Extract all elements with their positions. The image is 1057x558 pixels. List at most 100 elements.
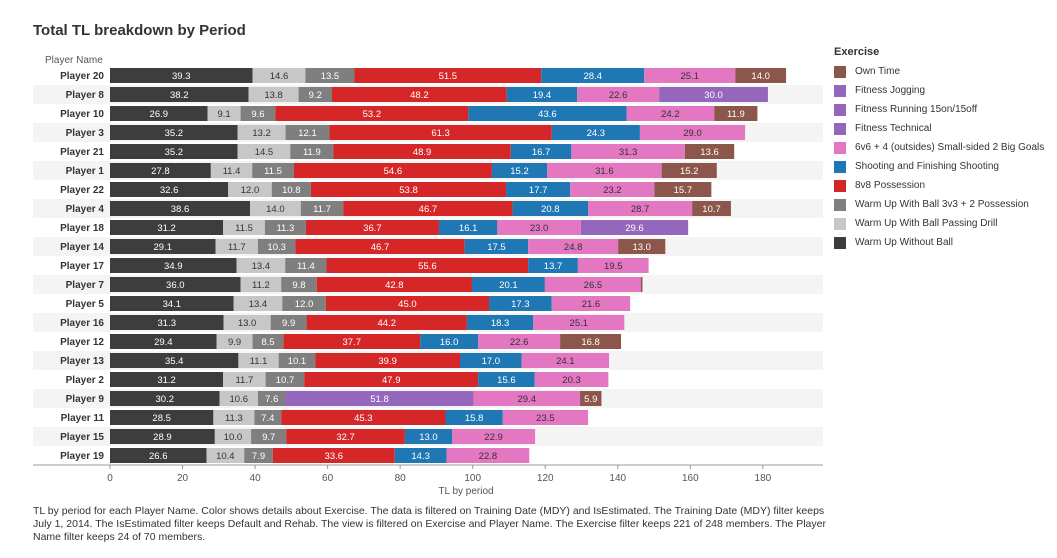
bar-segment-warm-up-with-ball-passing-drill (238, 353, 279, 368)
bar-segment-shooting-and-finishing-shooting (512, 201, 589, 216)
legend-swatch (834, 141, 846, 154)
bar-segment-6v6-4-outsides-small-sided-2-big-goals (502, 410, 589, 425)
data-label: 36.7 (363, 223, 382, 234)
legend-items: Own Time Fitness Jogging Fitness Running 1… (834, 62, 1054, 252)
bar-segment-8v8-possession (333, 144, 511, 159)
data-label: 29.0 (683, 128, 702, 139)
bar-segment-warm-up-without-ball (110, 182, 229, 197)
legend-label: Fitness Technical (855, 123, 932, 134)
bar-segment-8v8-possession (304, 372, 479, 387)
bar-segment-shooting-and-finishing-shooting (506, 87, 578, 102)
data-label: 28.9 (153, 432, 172, 443)
bar-segment-warm-up-with-ball-3v3-2-possession (298, 87, 332, 102)
bar-segment-warm-up-with-ball-3v3-2-possession (257, 239, 296, 254)
data-label: 29.6 (625, 223, 644, 234)
data-label: 9.1 (217, 109, 230, 120)
bar-segment-warm-up-with-ball-passing-drill (237, 144, 291, 159)
data-label: 29.4 (517, 394, 536, 405)
y-tick-label: Player 22 (60, 185, 104, 196)
bar-segment-shooting-and-finishing-shooting (420, 334, 479, 349)
bar-segment-8v8-possession (272, 448, 395, 463)
data-label: 7.6 (265, 394, 278, 405)
bar-segment-warm-up-without-ball (110, 144, 238, 159)
bar-segment-6v6-4-outsides-small-sided-2-big-goals (626, 106, 715, 121)
data-label: 31.2 (157, 375, 176, 386)
bar-segment-8v8-possession (354, 68, 542, 83)
bar-row-player-13: Player 13 35.4 11.1 10.1 39.9 17.0 24.1 (33, 351, 823, 370)
bar-segment-8v8-possession (315, 353, 461, 368)
data-label: 28.5 (152, 413, 171, 424)
x-axis-title: TL by period (438, 486, 493, 497)
data-label: 23.5 (536, 413, 555, 424)
bar-segment-own-time (618, 239, 666, 254)
bar-segment-warm-up-without-ball (110, 68, 253, 83)
data-label: 37.7 (342, 337, 361, 348)
bar-segment-warm-up-with-ball-3v3-2-possession (278, 353, 316, 368)
bar-segment-shooting-and-finishing-shooting (489, 296, 552, 311)
legend-item-fitness-technical[interactable]: Fitness Technical (834, 119, 1054, 138)
data-label: 8.5 (261, 337, 274, 348)
bar-segment-warm-up-without-ball (110, 87, 249, 102)
data-label: 13.5 (321, 71, 340, 82)
y-tick-label: Player 3 (66, 128, 105, 139)
legend-item-fitness-running-15on-15off[interactable]: Fitness Running 15on/15off (834, 100, 1054, 119)
bar-segment-8v8-possession (305, 220, 439, 235)
bar-segment-shooting-and-finishing-shooting (460, 353, 522, 368)
data-label: 11.5 (235, 223, 253, 234)
bar-segment-own-time (580, 391, 602, 406)
legend-item-warm-up-with-ball-passing-drill[interactable]: Warm Up With Ball Passing Drill (834, 214, 1054, 233)
data-label: 53.8 (399, 185, 418, 196)
legend-item-own-time[interactable]: Own Time (834, 62, 1054, 81)
legend: Exercise Own Time Fitness Jogging Fitness … (834, 46, 1054, 252)
bar-segment-fitness-jogging (285, 391, 474, 406)
data-label: 12.0 (241, 185, 260, 196)
bar-segment-6v6-4-outsides-small-sided-2-big-goals (528, 239, 619, 254)
bar-row-player-17: Player 17 34.9 13.4 11.4 55.6 13.7 19.5 (60, 258, 649, 273)
data-label: 16.8 (581, 337, 600, 348)
data-label: 53.2 (363, 109, 382, 120)
bar-segment-shooting-and-finishing-shooting (510, 144, 572, 159)
legend-item-warm-up-with-ball-3v3-2-possession[interactable]: Warm Up With Ball 3v3 + 2 Possession (834, 195, 1054, 214)
x-tick-label: 0 (107, 473, 113, 484)
bar-row-player-11: Player 11 28.5 11.3 7.4 45.3 15.8 23.5 (61, 410, 589, 425)
bar-segment-8v8-possession (325, 296, 490, 311)
bar-segment-8v8-possession (295, 239, 465, 254)
legend-swatch (834, 84, 846, 97)
bar-segment-6v6-4-outsides-small-sided-2-big-goals (521, 353, 610, 368)
data-label: 26.6 (149, 451, 168, 462)
legend-item-shooting-and-finishing-shooting[interactable]: Shooting and Finishing Shooting (834, 157, 1054, 176)
data-label: 20.3 (562, 375, 581, 386)
stacked-bar-chart: Player Name Player 20 39.3 14.6 13.5 51.5 28.… (33, 55, 823, 497)
legend-item-8v8-possession[interactable]: 8v8 Possession (834, 176, 1054, 195)
data-label: 9.9 (282, 318, 295, 329)
y-tick-label: Player 8 (66, 90, 105, 101)
bar-segment-warm-up-with-ball-3v3-2-possession (254, 410, 282, 425)
bar-segment-warm-up-with-ball-passing-drill (223, 372, 266, 387)
data-label: 13.4 (252, 261, 271, 272)
bar-segment-warm-up-with-ball-3v3-2-possession (305, 68, 355, 83)
x-tick-label: 100 (464, 473, 481, 484)
data-label: 33.6 (325, 451, 344, 462)
x-tick-label: 120 (537, 473, 554, 484)
data-label: 14.5 (255, 147, 274, 158)
bar-segment-warm-up-with-ball-3v3-2-possession (257, 391, 286, 406)
data-label: 13.4 (249, 299, 268, 310)
legend-item-fitness-jogging[interactable]: Fitness Jogging (834, 81, 1054, 100)
legend-item-warm-up-without-ball[interactable]: Warm Up Without Ball (834, 233, 1054, 252)
data-label: 11.7 (313, 204, 331, 215)
data-label: 10.7 (276, 375, 295, 386)
x-tick-label: 160 (682, 473, 699, 484)
data-label: 13.0 (419, 432, 438, 443)
bar-segment-6v6-4-outsides-small-sided-2-big-goals (446, 448, 530, 463)
bar-segment-6v6-4-outsides-small-sided-2-big-goals (473, 391, 581, 406)
bar-segment-6v6-4-outsides-small-sided-2-big-goals (478, 334, 561, 349)
bar-segment-warm-up-without-ball (110, 410, 214, 425)
data-label: 45.3 (354, 413, 373, 424)
legend-swatch (834, 198, 846, 211)
bar-segment-warm-up-with-ball-passing-drill (210, 163, 253, 178)
bar-segment-8v8-possession (283, 334, 421, 349)
legend-item-6v6-4-outsides-small-sided-2-big-goals[interactable]: 6v6 + 4 (outsides) Small-sided 2 Big Goa… (834, 138, 1054, 157)
data-label: 10.7 (702, 204, 721, 215)
y-tick-label: Player 12 (60, 337, 104, 348)
bar-row-player-12: Player 12 29.4 9.9 8.5 37.7 16.0 22.6 16.8 (60, 334, 622, 349)
